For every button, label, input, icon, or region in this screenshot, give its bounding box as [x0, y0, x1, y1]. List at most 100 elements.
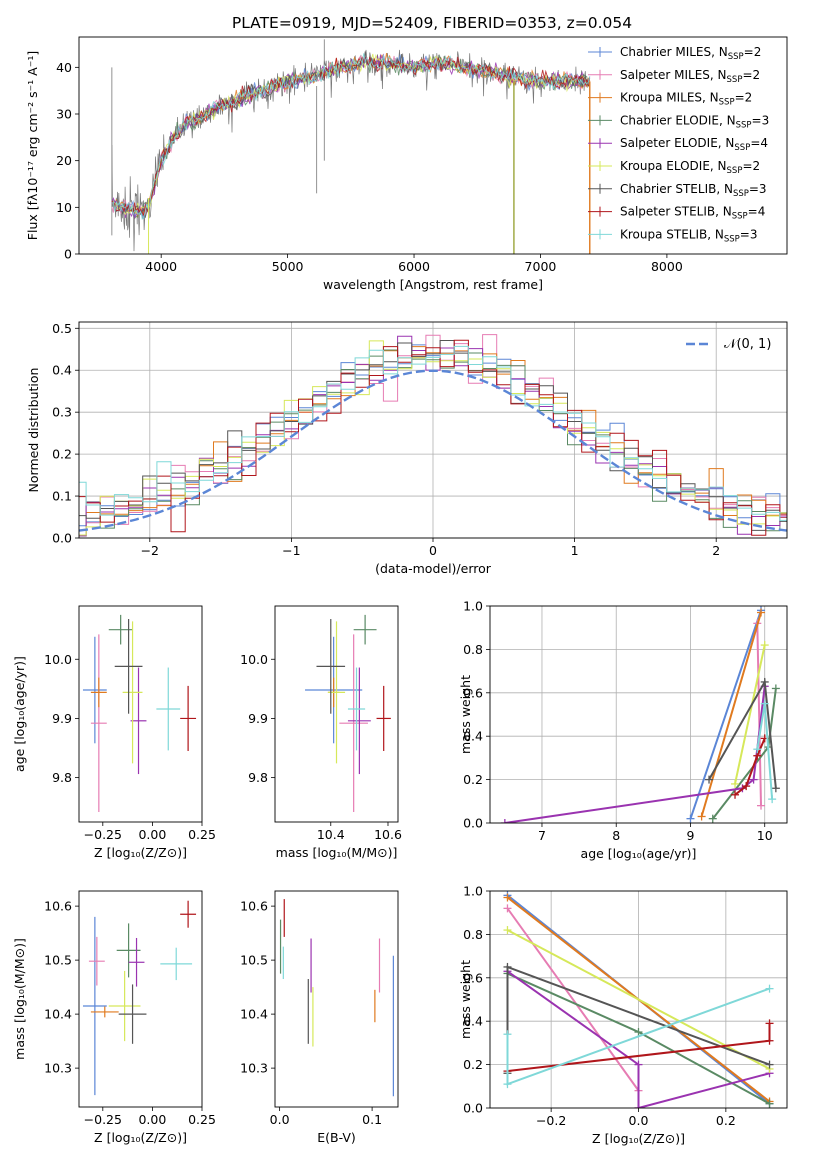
- y-tick-label: 0.2: [463, 772, 483, 787]
- x-tick-label: 9: [686, 828, 694, 843]
- y-tick-label: 9.8: [248, 770, 268, 785]
- data-point: [108, 970, 141, 1042]
- plot-area: [305, 614, 391, 812]
- x-tick-label: 0.00: [138, 1112, 166, 1127]
- weight-line: [700, 612, 762, 817]
- data-point: [82, 916, 107, 1096]
- weight-marker: [634, 1104, 643, 1108]
- legend-entry: Salpeter MILES, NSSP=2: [620, 68, 760, 85]
- legend-entry: Kroupa MILES, NSSP=2: [620, 91, 752, 108]
- weight-marker: [771, 684, 780, 693]
- x-tick-label: 0.2: [716, 1113, 736, 1128]
- legend-entry: 𝒩(0, 1): [724, 337, 771, 352]
- weight-marker: [757, 801, 766, 810]
- y-tick-label: 0.4: [463, 1014, 483, 1029]
- weight-marker: [749, 775, 758, 784]
- y-tick-label: 40: [56, 60, 72, 75]
- weight-marker: [503, 1080, 512, 1089]
- y-tick-label: 0.5: [52, 321, 72, 336]
- weight-marker: [731, 790, 740, 799]
- x-tick-label: 0.1: [362, 1112, 382, 1127]
- y-tick-label: 10.4: [240, 1007, 268, 1022]
- legend-entry: Chabrier MILES, NSSP=2: [620, 45, 761, 62]
- y-axis-label: mass weight: [458, 960, 473, 1039]
- y-tick-label: 0.0: [463, 1101, 483, 1116]
- plot-area: [500, 606, 780, 823]
- y-tick-label: 10.0: [240, 652, 268, 667]
- x-tick-label: 1: [571, 543, 579, 558]
- x-axis-label: (data-model)/error: [375, 561, 492, 576]
- axes-frame: [274, 605, 399, 823]
- weight-marker: [765, 1060, 774, 1069]
- y-tick-label: 0.6: [463, 970, 483, 985]
- plot-area: [79, 334, 787, 537]
- x-axis-label: mass [log₁₀(M/M⊙)]: [276, 845, 398, 860]
- data-point: [88, 936, 105, 986]
- x-axis-label: Z [log₁₀(Z/Z⊙)]: [592, 1131, 685, 1146]
- weight-line: [734, 644, 766, 785]
- x-tick-label: 7000: [525, 259, 557, 274]
- y-tick-label: 0.4: [463, 729, 483, 744]
- x-tick-label: 5000: [272, 259, 304, 274]
- y-tick-label: 1.0: [463, 884, 483, 899]
- data-point: [156, 667, 181, 751]
- weight-line: [734, 738, 766, 796]
- x-tick-label: 0: [429, 543, 437, 558]
- weight-marker: [753, 745, 762, 754]
- weight-marker: [705, 775, 714, 784]
- y-tick-label: 10.6: [44, 899, 72, 914]
- data-point: [90, 1006, 119, 1018]
- data-point: [122, 621, 143, 764]
- y-tick-label: 9.8: [52, 770, 72, 785]
- weight-marker: [742, 782, 751, 791]
- data-point: [347, 667, 371, 775]
- y-tick-label: 0.8: [463, 927, 483, 942]
- y-tick-label: 10.5: [240, 953, 268, 968]
- legend: Chabrier MILES, NSSP=2 Salpeter MILES, NS…: [588, 45, 769, 244]
- panel-weight_vs_Z: −0.2 0.0 0.2 0.0 0.2 0.4 0.6 0.8 1.0 Z [log₁₀(Z/Z…: [458, 884, 788, 1146]
- x-tick-label: −0.2: [536, 1113, 566, 1128]
- x-axis-label: E(B-V): [317, 1130, 356, 1145]
- y-tick-label: 0.3: [52, 405, 72, 420]
- y-tick-label: 10.0: [44, 652, 72, 667]
- x-tick-label: 8000: [651, 259, 683, 274]
- x-tick-label: 10.6: [374, 827, 402, 842]
- weight-marker: [503, 962, 512, 971]
- weight-marker: [708, 814, 717, 823]
- x-tick-label: 2: [712, 543, 720, 558]
- y-tick-label: 0.8: [463, 642, 483, 657]
- x-tick-label: 0.25: [188, 1112, 216, 1127]
- y-tick-label: 10.3: [44, 1061, 72, 1076]
- weight-marker: [503, 926, 512, 935]
- weight-line: [756, 623, 762, 806]
- data-point: [376, 685, 391, 751]
- y-tick-label: 10.4: [44, 1007, 72, 1022]
- x-tick-label: 8: [612, 828, 620, 843]
- y-axis-label: age [log₁₀(age/yr)]: [12, 656, 27, 772]
- data-point: [82, 636, 107, 744]
- axes-frame: [489, 605, 788, 824]
- plot-area: [111, 39, 591, 254]
- x-tick-label: 4000: [145, 259, 177, 274]
- weight-line: [689, 609, 762, 820]
- y-tick-label: 0.4: [52, 363, 72, 378]
- legend-entry: Salpeter ELODIE, NSSP=4: [620, 136, 768, 153]
- histogram-step: [79, 345, 787, 521]
- panel-residuals: −2 −1 0 1 2 0.0 0.1 0.2 0.3 0.4 0.5 (data-model)/er…: [26, 321, 788, 576]
- panel-mass_vs_ebv: 0.0 0.1 10.3 10.4 10.5 10.6 E(B-V): [240, 890, 399, 1145]
- weight-marker: [500, 819, 509, 823]
- x-tick-label: 6000: [398, 259, 430, 274]
- weight-marker: [503, 904, 512, 913]
- panel-age_vs_Z: −0.25 0.00 0.25 9.8 9.9 10.0 Z [log₁₀(Z/Z⊙)] ag…: [12, 605, 216, 860]
- x-tick-label: 0.00: [138, 827, 166, 842]
- y-tick-label: 9.9: [52, 711, 72, 726]
- data-point: [160, 947, 193, 981]
- plot-area: [279, 899, 394, 1097]
- weight-marker: [634, 1028, 643, 1037]
- x-axis-label: age [log₁₀(age/yr)]: [581, 846, 697, 861]
- weight-marker: [757, 608, 766, 617]
- y-tick-label: 0.6: [463, 685, 483, 700]
- plot-area: [82, 614, 197, 812]
- weight-marker: [765, 1099, 774, 1108]
